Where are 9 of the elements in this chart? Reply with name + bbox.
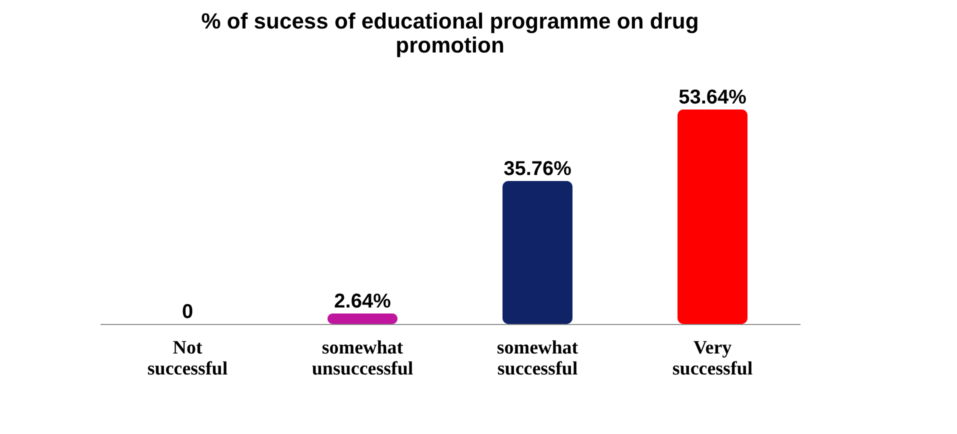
x-tick-label: somewhat successful	[496, 338, 579, 380]
data-label: 0	[182, 301, 194, 323]
data-label: 2.64%	[334, 290, 392, 312]
data-label: 35.76%	[504, 158, 572, 180]
x-tick-label: somewhat unsuccessful	[312, 338, 414, 380]
chart-title: % of sucess of educational programme on drug promotion	[201, 8, 699, 58]
x-tick-label: Very successful	[672, 338, 753, 380]
x-tick-label: Not successful	[147, 338, 228, 380]
data-label: 53.64%	[678, 86, 747, 108]
